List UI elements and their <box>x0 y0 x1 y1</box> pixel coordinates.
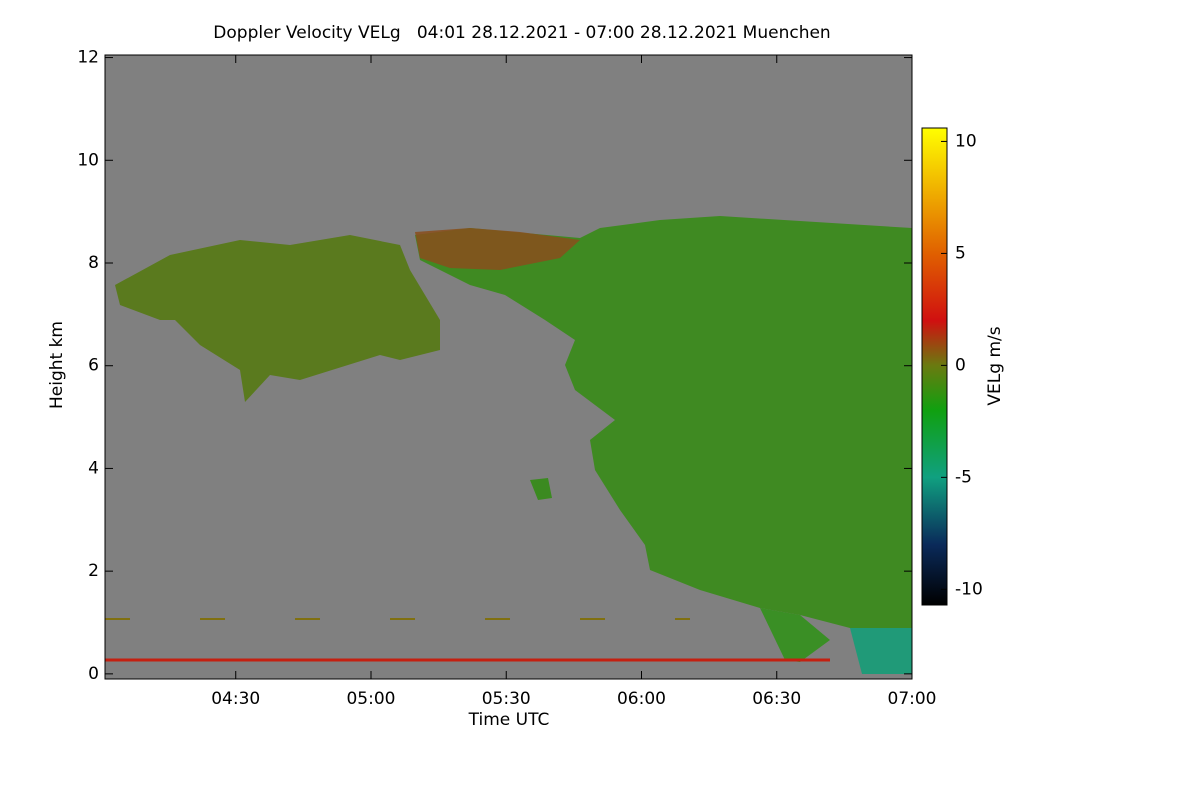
y-tick-label: 12 <box>77 48 99 68</box>
colorbar-tick-label: -5 <box>955 467 972 487</box>
colorbar-label: VELg m/s <box>985 326 1005 405</box>
colorbar-tick-label: 0 <box>955 355 966 375</box>
echo-regions <box>105 216 912 674</box>
x-tick-label: 07:00 <box>888 689 937 709</box>
y-axis-label: Height km <box>47 321 67 409</box>
y-tick-label: 8 <box>88 253 99 273</box>
x-tick-label: 06:30 <box>752 689 801 709</box>
x-tick-label: 05:00 <box>346 689 395 709</box>
x-axis-label: Time UTC <box>468 710 550 730</box>
y-tick-label: 2 <box>88 561 99 581</box>
chart-title: Doppler Velocity VELg 04:01 28.12.2021 -… <box>213 23 830 43</box>
colorbar-tick-label: -10 <box>955 579 983 599</box>
y-tick-label: 10 <box>77 150 99 170</box>
echo-region <box>760 608 830 662</box>
colorbar-tick-label: 10 <box>955 131 977 151</box>
echo-region <box>530 478 552 500</box>
colorbar <box>921 127 948 606</box>
y-tick-label: 4 <box>88 458 99 478</box>
y-tick-label: 6 <box>88 356 99 376</box>
echo-region <box>115 235 440 402</box>
echo-region <box>415 228 580 270</box>
plot-frame <box>104 54 913 680</box>
x-tick-label: 06:00 <box>617 689 666 709</box>
colorbar-tick-label: 5 <box>955 243 966 263</box>
x-tick-label: 05:30 <box>482 689 531 709</box>
y-tick-label: 0 <box>88 664 99 684</box>
x-tick-label: 04:30 <box>211 689 260 709</box>
echo-region <box>850 628 912 674</box>
echo-region <box>415 216 912 628</box>
